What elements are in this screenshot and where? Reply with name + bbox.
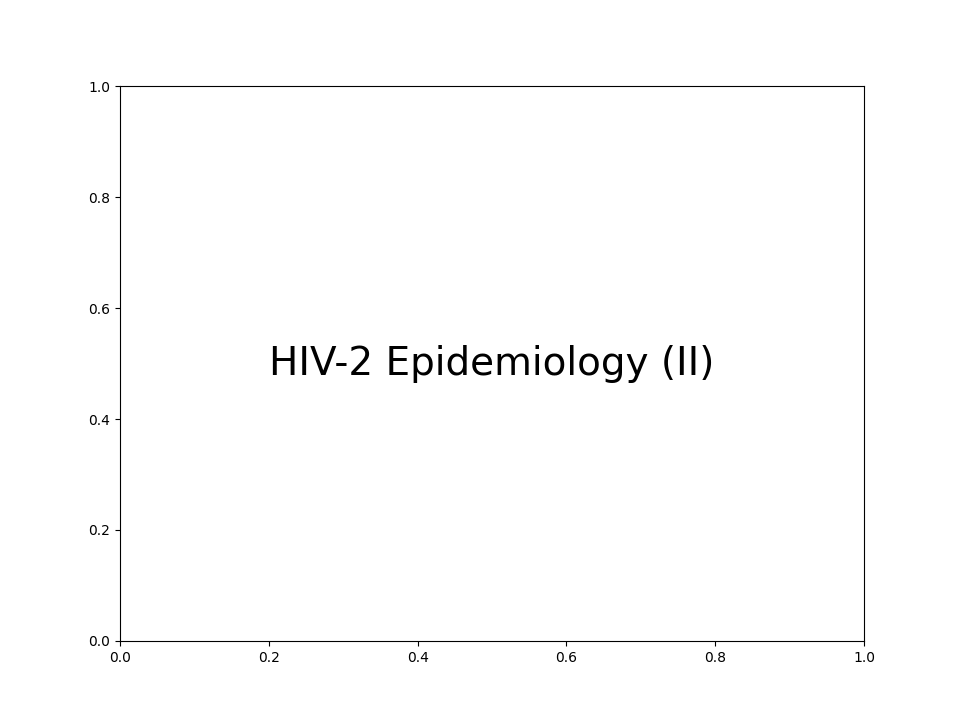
Text: HIV-2 Epidemiology (II): HIV-2 Epidemiology (II) — [270, 345, 714, 382]
